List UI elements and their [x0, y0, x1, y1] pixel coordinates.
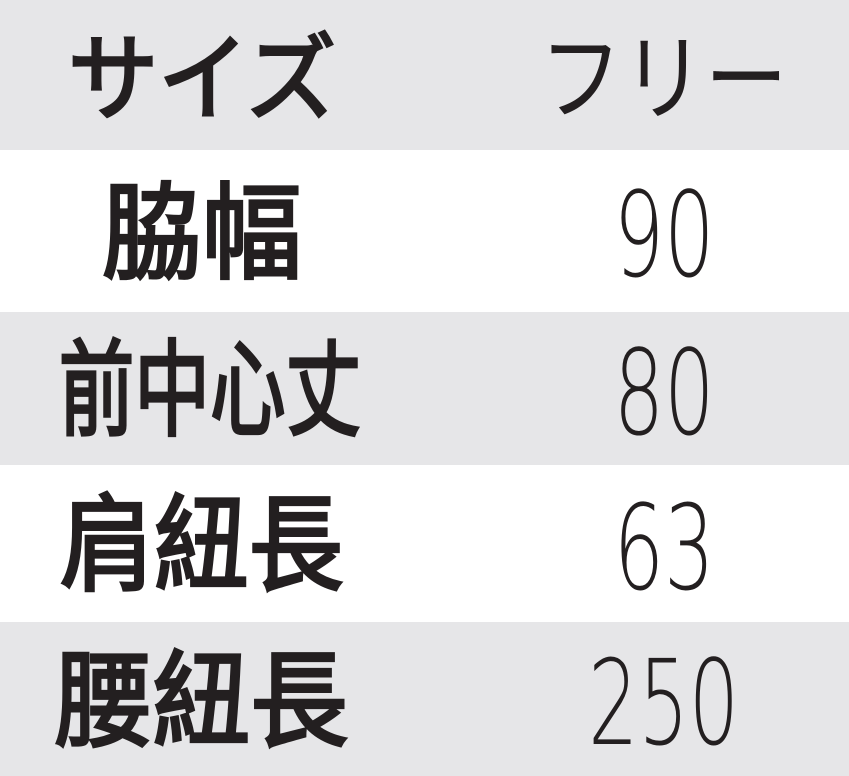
header-row: サイズ フリー	[0, 0, 849, 150]
row-waist-strap-length: 腰紐長 250	[0, 622, 849, 776]
header-size-text: サイズ	[67, 24, 337, 135]
row-waist-strap-length-label: 腰紐長	[55, 640, 349, 763]
header-size-column-label: サイズ	[0, 23, 404, 128]
row-front-center-length: 前中心丈 80	[0, 312, 849, 465]
row-waist-strap-length-value: 250	[588, 634, 740, 772]
row-front-center-length-value: 80	[613, 323, 715, 462]
row-shoulder-strap-length-value: 63	[613, 478, 715, 617]
row-side-width-value: 90	[613, 166, 715, 304]
row-front-center-length-label: 前中心丈	[58, 330, 362, 452]
row-side-width-label: 脇幅	[102, 172, 302, 295]
header-free-size-label: フリー	[479, 23, 849, 128]
row-shoulder-strap-length: 肩紐長 63	[0, 465, 849, 622]
header-free-text: フリー	[540, 24, 788, 135]
row-side-width: 脇幅 90	[0, 150, 849, 312]
row-shoulder-strap-length-label: 肩紐長	[60, 485, 344, 607]
